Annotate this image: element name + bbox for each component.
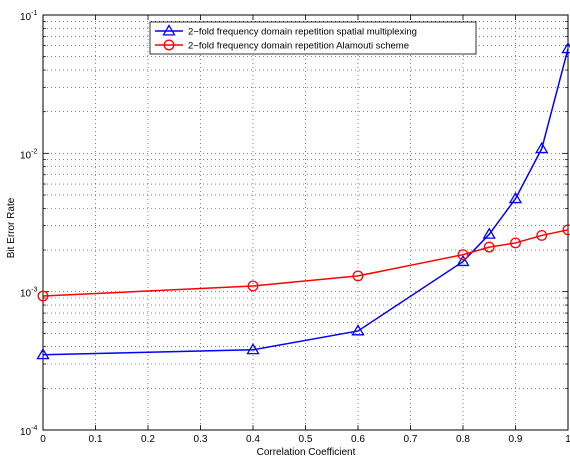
x-tick-label: 0.7 (404, 434, 418, 445)
x-tick-label: 0.1 (89, 434, 103, 445)
data-point (36, 347, 50, 360)
data-point (482, 227, 496, 239)
data-point (456, 254, 470, 267)
series-layer (36, 41, 570, 360)
data-point (536, 229, 548, 241)
legend: 2−fold frequency domain repetition spati… (149, 21, 477, 55)
legend-label: 2−fold frequency domain repetition Alamo… (188, 41, 409, 52)
legend-marker (163, 39, 175, 51)
legend-box (149, 21, 477, 55)
x-axis-label: Correlation Coefficient (257, 447, 356, 457)
data-point (246, 343, 260, 355)
data-point (483, 241, 495, 253)
data-point (352, 270, 364, 282)
x-tick-label: 0 (40, 434, 46, 445)
series-line (42, 48, 569, 356)
y-tick-label: 10-3 (20, 287, 37, 300)
legend-entry: 2−fold frequency domain repetition Alamo… (155, 39, 409, 52)
x-tick-label: 0.9 (509, 434, 523, 445)
data-point (508, 191, 523, 204)
data-point (37, 290, 49, 302)
x-tick-label: 0.4 (246, 434, 260, 445)
series-1 (36, 41, 570, 360)
y-tick-label: 10-1 (20, 10, 37, 23)
x-tick-label: 0.2 (141, 434, 155, 445)
data-point (562, 224, 570, 236)
data-point (561, 41, 570, 54)
data-point (457, 249, 469, 261)
y-tick-label: 10-4 (20, 425, 37, 438)
data-point (510, 237, 521, 249)
legend-label: 2−fold frequency domain repetition spati… (188, 27, 417, 38)
y-axis-label: Bit Error Rate (6, 197, 17, 258)
x-tick-label: 0.8 (456, 434, 470, 445)
data-point (351, 324, 365, 336)
y-tick-label: 10-2 (20, 148, 37, 161)
data-point (247, 280, 259, 292)
x-tick-label: 0.3 (194, 434, 208, 445)
legend-entry: 2−fold frequency domain repetition spati… (155, 24, 417, 38)
series-2 (37, 224, 570, 302)
x-tick-label: 0.5 (299, 434, 313, 445)
axes: 0 0.1 0.2 0.3 0.4 0.5 0.6 0.7 0.8 0.9 1 10-4 10-3 10-… (20, 10, 570, 445)
data-point (535, 141, 549, 154)
x-tick-label: 1 (565, 434, 570, 445)
legend-marker (162, 24, 176, 36)
x-tick-label: 0.6 (351, 434, 365, 445)
